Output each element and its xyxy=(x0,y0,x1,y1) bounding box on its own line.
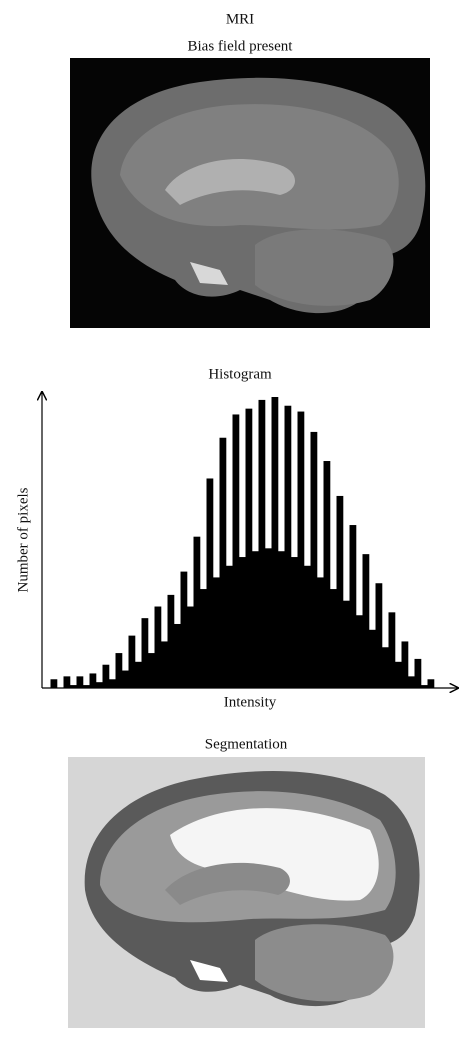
bar xyxy=(83,685,90,688)
bar xyxy=(317,577,324,688)
bar xyxy=(382,647,389,688)
bar xyxy=(343,600,350,688)
bar xyxy=(109,679,116,688)
bar xyxy=(70,685,77,688)
bar xyxy=(408,676,415,688)
bar xyxy=(414,658,422,688)
bar xyxy=(141,618,149,688)
histogram-bars xyxy=(50,397,435,688)
y-axis-label: Number of pixels xyxy=(15,487,31,592)
bar xyxy=(284,405,292,688)
bar xyxy=(122,670,129,688)
panel-title: MRI xyxy=(226,11,254,27)
bar xyxy=(135,661,142,688)
bar xyxy=(232,414,240,688)
bar xyxy=(187,606,194,688)
bar xyxy=(421,685,428,688)
segmentation-image xyxy=(68,757,425,1028)
bar xyxy=(96,682,103,688)
bar xyxy=(63,676,71,688)
bar xyxy=(115,653,123,688)
bar xyxy=(128,635,136,688)
chart-title: Histogram xyxy=(208,366,272,382)
panel-title: Segmentation xyxy=(205,736,288,752)
bar xyxy=(330,589,337,688)
bar xyxy=(278,551,285,688)
bar xyxy=(258,399,266,688)
bar xyxy=(336,495,344,688)
bar xyxy=(148,653,155,688)
bar xyxy=(271,397,279,688)
x-axis-label: Intensity xyxy=(224,694,277,710)
bar xyxy=(245,408,253,688)
bar xyxy=(206,478,214,688)
bar xyxy=(226,565,233,688)
bar xyxy=(265,548,272,688)
panel-subtitle: Bias field present xyxy=(188,38,294,54)
bar xyxy=(375,583,383,688)
bar xyxy=(193,536,201,688)
bar xyxy=(401,641,409,688)
mri-image xyxy=(70,58,430,328)
bar xyxy=(356,615,363,688)
bar xyxy=(213,577,220,688)
bar xyxy=(102,664,110,688)
bar xyxy=(304,565,311,688)
bar xyxy=(76,676,84,688)
bar xyxy=(219,437,227,688)
bar xyxy=(362,554,370,688)
bar xyxy=(50,679,58,688)
bar xyxy=(395,661,402,688)
bar xyxy=(252,551,259,688)
bar xyxy=(161,641,168,688)
bar xyxy=(174,623,181,688)
bar xyxy=(388,612,396,688)
bar xyxy=(239,557,246,688)
bar xyxy=(323,461,331,688)
bar xyxy=(369,629,376,688)
bar xyxy=(427,679,435,688)
bar xyxy=(310,431,318,688)
bar xyxy=(200,589,207,688)
bar xyxy=(154,606,162,688)
bar xyxy=(180,571,188,688)
bar xyxy=(291,557,298,688)
bar xyxy=(167,594,175,688)
bar xyxy=(297,411,305,688)
bar xyxy=(349,525,357,688)
bar xyxy=(89,673,97,688)
